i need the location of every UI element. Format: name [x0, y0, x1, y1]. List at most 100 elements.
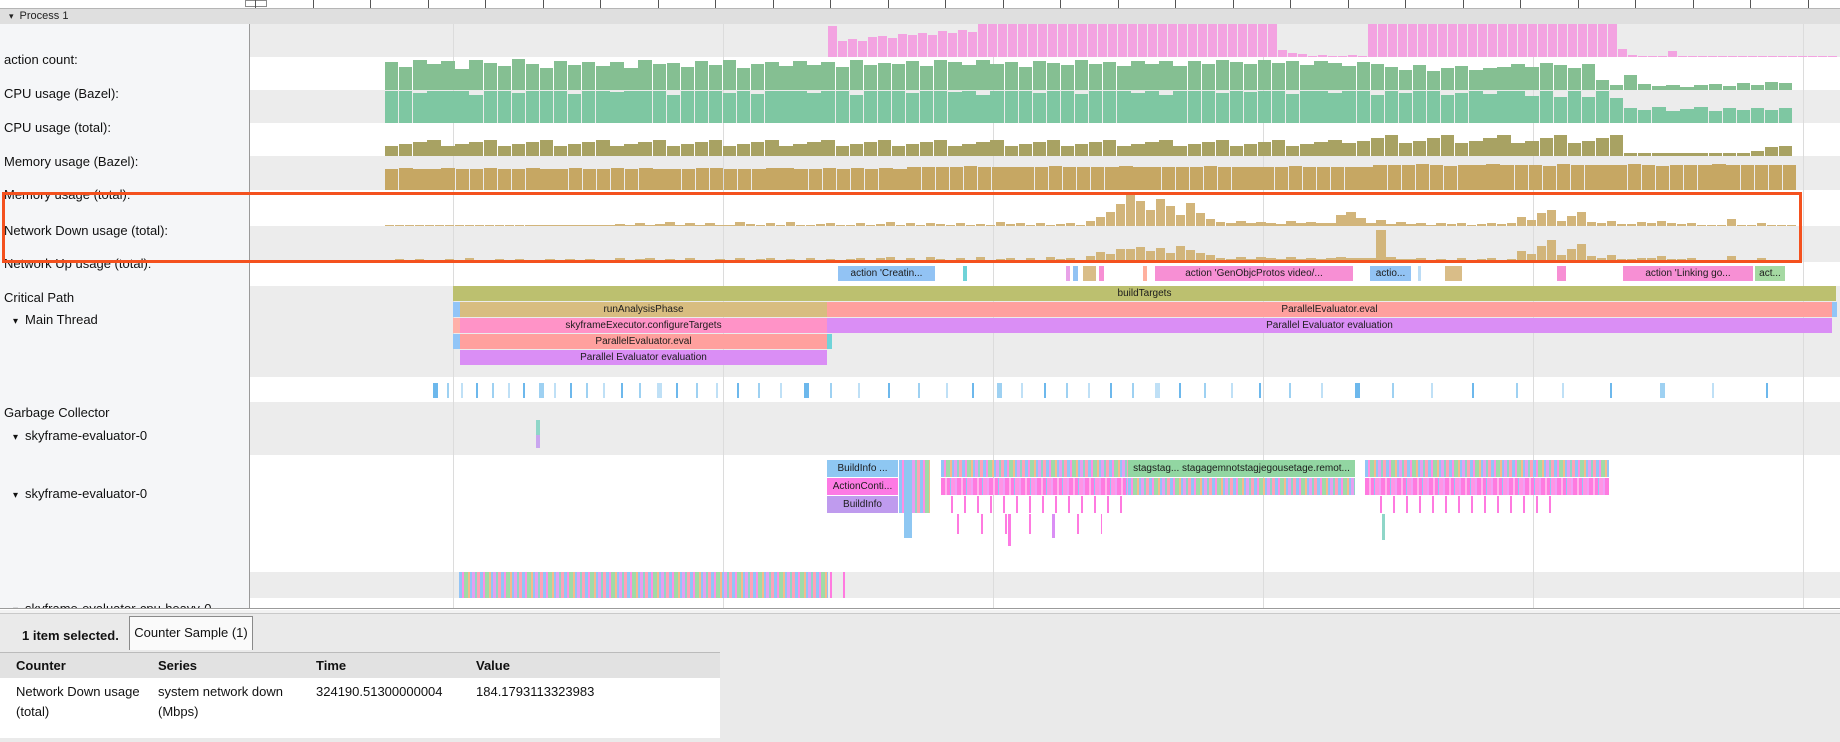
gc-event-tick[interactable]	[1712, 383, 1714, 398]
gc-event-tick[interactable]	[461, 383, 463, 398]
time-ruler[interactable]	[0, 0, 1840, 9]
gc-event-tick[interactable]	[1660, 383, 1665, 398]
gc-event-tick[interactable]	[804, 383, 809, 398]
sidebar-item-memory-total[interactable]: Memory usage (total):	[4, 187, 131, 202]
slice-stagstag-stagagemnotstagjegous[interactable]: stagstag... stagagemnotstagjegousetage.r…	[1128, 460, 1355, 477]
gc-event-tick[interactable]	[1088, 383, 1090, 398]
gc-event-tick[interactable]	[1392, 383, 1394, 398]
slice-action-genobjcprotos-video-[interactable]: action 'GenObjcProtos video/...	[1155, 266, 1353, 281]
gc-event-tick[interactable]	[888, 383, 890, 398]
gc-event-tick[interactable]	[539, 383, 544, 398]
gc-event-tick[interactable]	[1259, 383, 1261, 398]
gc-event-tick[interactable]	[676, 383, 678, 398]
gc-event-tick[interactable]	[1766, 383, 1768, 398]
chart-cpu-usage-bazel-[interactable]	[385, 57, 1793, 90]
column-header-time[interactable]: Time	[316, 658, 347, 673]
chart-network-down-usage-total-[interactable]	[385, 190, 1797, 226]
gc-event-tick[interactable]	[1516, 383, 1518, 398]
process-header[interactable]: ▾ Process 1	[0, 9, 1840, 25]
slice-texture[interactable]	[941, 478, 1128, 495]
gc-event-tick[interactable]	[586, 383, 588, 398]
slice[interactable]	[453, 334, 460, 349]
slice[interactable]	[1418, 266, 1421, 281]
slice-texture[interactable]	[1365, 460, 1609, 477]
gc-event-tick[interactable]	[523, 383, 525, 398]
gc-event-tick[interactable]	[696, 383, 698, 398]
gc-event-tick[interactable]	[554, 383, 556, 398]
slice[interactable]	[453, 302, 460, 317]
gc-event-tick[interactable]	[433, 383, 438, 398]
chart-network-up-usage-total-[interactable]	[385, 226, 1797, 262]
slice[interactable]	[1073, 266, 1078, 281]
gc-event-tick[interactable]	[570, 383, 572, 398]
slice[interactable]	[904, 460, 912, 538]
gc-event-tick[interactable]	[1472, 383, 1474, 398]
gc-event-tick[interactable]	[830, 383, 832, 398]
slice-texture[interactable]	[1128, 478, 1355, 495]
slice[interactable]	[1099, 266, 1104, 281]
sidebar-item-memory-bazel[interactable]: Memory usage (Bazel):	[4, 154, 139, 169]
slice-buildinfo[interactable]: BuildInfo	[827, 496, 898, 513]
chart-memory-usage-bazel-[interactable]	[385, 123, 1793, 156]
gc-event-tick[interactable]	[1110, 383, 1112, 398]
slice[interactable]	[536, 435, 540, 448]
gc-event-tick[interactable]	[780, 383, 782, 398]
gc-event-tick[interactable]	[1321, 383, 1323, 398]
slice[interactable]	[1008, 514, 1011, 546]
chart-memory-usage-total-[interactable]	[385, 156, 1797, 190]
slice[interactable]	[827, 334, 832, 349]
slice-skyframeexecutor-configuretarg[interactable]: skyframeExecutor.configureTargets	[460, 318, 827, 333]
column-header-series[interactable]: Series	[158, 658, 198, 673]
gc-event-tick[interactable]	[1044, 383, 1046, 398]
slice-action-linking-go-[interactable]: action 'Linking go...	[1623, 266, 1753, 281]
gc-event-tick[interactable]	[603, 383, 605, 398]
gc-event-tick[interactable]	[716, 383, 718, 398]
sidebar-item-main-thread[interactable]: ▾ Main Thread	[13, 312, 98, 327]
slice-texture[interactable]	[941, 460, 1128, 477]
gc-event-tick[interactable]	[447, 383, 449, 398]
gc-event-tick[interactable]	[1021, 383, 1023, 398]
gc-event-tick[interactable]	[997, 383, 1002, 398]
sidebar-item-critical-path[interactable]: Critical Path	[4, 290, 75, 305]
gc-event-tick[interactable]	[508, 383, 510, 398]
gc-event-tick[interactable]	[492, 383, 494, 398]
gc-event-tick[interactable]	[737, 383, 739, 398]
slice-actio-[interactable]: actio...	[1370, 266, 1411, 281]
sidebar-item-network-up[interactable]: Network Up usage (total):	[4, 256, 152, 271]
gc-event-tick[interactable]	[972, 383, 974, 398]
gc-event-tick[interactable]	[858, 383, 860, 398]
panel-divider[interactable]	[0, 608, 1840, 609]
slice-parallel-evaluator-evaluation[interactable]: Parallel Evaluator evaluation	[460, 350, 827, 365]
gc-event-tick[interactable]	[758, 383, 760, 398]
timeline-tracks[interactable]: action 'Creatin... action 'GenObjcProtos …	[0, 24, 1840, 608]
slice-runanalysisphase[interactable]: runAnalysisPhase	[460, 302, 827, 317]
gc-event-tick[interactable]	[1610, 383, 1612, 398]
slice-texture[interactable]	[957, 514, 1102, 534]
slice[interactable]	[1445, 266, 1462, 281]
gc-event-tick[interactable]	[1179, 383, 1181, 398]
slice[interactable]	[1052, 514, 1055, 538]
gc-event-tick[interactable]	[1289, 383, 1291, 398]
slice-texture[interactable]	[1365, 478, 1609, 495]
gc-event-tick[interactable]	[476, 383, 478, 398]
slice[interactable]	[453, 318, 460, 333]
sidebar-item-network-down[interactable]: Network Down usage (total):	[4, 223, 169, 238]
slice-actionconti-[interactable]: ActionConti...	[827, 478, 898, 495]
gc-event-tick[interactable]	[946, 383, 948, 398]
gc-event-tick[interactable]	[1355, 383, 1360, 398]
slice[interactable]	[1143, 266, 1147, 281]
sidebar-item-cpu-total[interactable]: CPU usage (total):	[4, 120, 111, 135]
column-header-value[interactable]: Value	[476, 658, 510, 673]
slice-act-[interactable]: act...	[1755, 266, 1785, 281]
gc-event-tick[interactable]	[639, 383, 641, 398]
chart-action-count[interactable]	[828, 24, 1838, 57]
slice-texture[interactable]	[459, 572, 828, 598]
slice-buildinfo-[interactable]: BuildInfo ...	[827, 460, 898, 477]
gc-event-tick[interactable]	[1155, 383, 1160, 398]
slice[interactable]	[963, 266, 967, 281]
table-row[interactable]: Network Down usage (total) system networ…	[0, 678, 720, 738]
sidebar-item-action-count[interactable]: action count:	[4, 52, 78, 67]
slice[interactable]	[1557, 266, 1566, 281]
sidebar-item-skyframe-evaluator-0[interactable]: ▾ skyframe-evaluator-0	[13, 428, 148, 443]
gc-event-tick[interactable]	[1231, 383, 1233, 398]
